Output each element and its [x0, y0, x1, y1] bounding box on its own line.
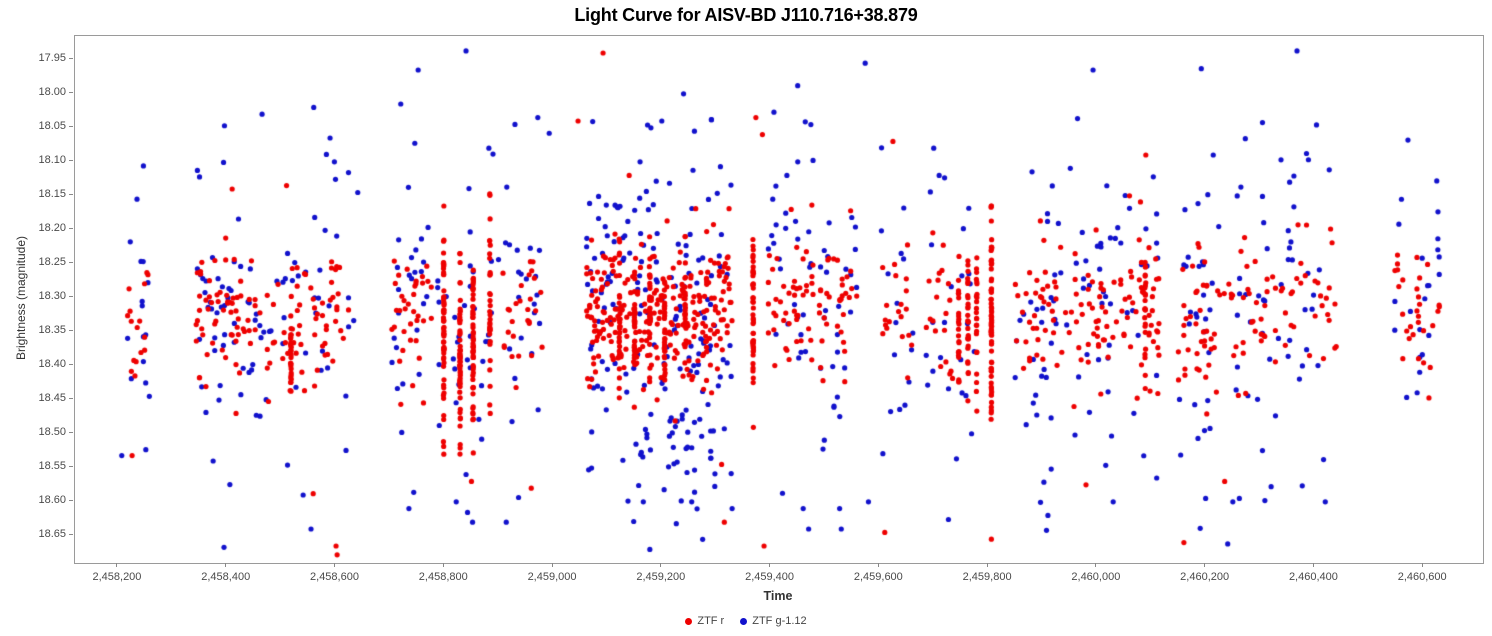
y-tick-label: 18.35 [38, 324, 66, 337]
x-tick-mark [1421, 563, 1423, 567]
y-tick-mark [69, 466, 73, 468]
x-tick-mark [1204, 563, 1206, 567]
y-tick-label: 18.30 [38, 290, 66, 303]
y-tick-label: 18.10 [38, 154, 66, 167]
x-tick-label: 2,459,800 [962, 571, 1012, 583]
y-tick-mark [69, 432, 73, 434]
x-tick-label: 2,459,200 [636, 571, 686, 583]
legend-item-ztf-r[interactable]: ZTF r [685, 615, 724, 627]
y-tick-label: 18.25 [38, 256, 66, 269]
y-tick-label: 18.40 [38, 358, 66, 371]
y-tick-mark [69, 58, 73, 60]
x-tick-label: 2,458,400 [201, 571, 251, 583]
y-tick-mark [69, 364, 73, 366]
y-tick-label: 18.55 [38, 460, 66, 473]
scatter-canvas[interactable] [75, 36, 1483, 563]
x-tick-mark [442, 563, 444, 567]
y-tick-mark [69, 500, 73, 502]
y-tick-mark [69, 228, 73, 230]
x-tick-label: 2,458,200 [92, 571, 142, 583]
x-tick-label: 2,459,000 [527, 571, 577, 583]
legend-item-ztf-g[interactable]: ZTF g-1.12 [740, 615, 807, 627]
x-tick-mark [1312, 563, 1314, 567]
x-tick-mark [1095, 563, 1097, 567]
x-tick-label: 2,458,800 [418, 571, 468, 583]
x-tick-mark [225, 563, 227, 567]
y-tick-mark [69, 398, 73, 400]
x-tick-label: 2,460,400 [1288, 571, 1338, 583]
y-tick-mark [69, 330, 73, 332]
y-tick-label: 18.60 [38, 494, 66, 507]
x-tick-mark [116, 563, 118, 567]
y-tick-mark [69, 126, 73, 128]
y-tick-label: 18.00 [38, 86, 66, 99]
y-tick-label: 18.20 [38, 222, 66, 235]
x-tick-mark [986, 563, 988, 567]
ztf-r-marker-icon [685, 617, 693, 625]
x-tick-label: 2,460,000 [1071, 571, 1121, 583]
y-tick-mark [69, 296, 73, 298]
y-tick-label: 18.15 [38, 188, 66, 201]
chart-title: Light Curve for AISV-BD J110.716+38.879 [574, 5, 918, 25]
ztf-g-marker-icon [740, 617, 748, 625]
y-tick-label: 18.50 [38, 426, 66, 439]
y-tick-mark [69, 194, 73, 196]
y-tick-mark [69, 92, 73, 94]
x-axis-title: Time [763, 589, 793, 603]
x-tick-mark [551, 563, 553, 567]
legend-label-ztf-r: ZTF r [697, 615, 725, 627]
x-tick-label: 2,459,600 [853, 571, 903, 583]
x-tick-label: 2,459,400 [745, 571, 795, 583]
y-tick-label: 18.05 [38, 120, 66, 133]
y-tick-mark [69, 262, 73, 264]
y-tick-mark [69, 160, 73, 162]
x-tick-label: 2,460,600 [1397, 571, 1447, 583]
y-tick-label: 17.95 [38, 52, 66, 65]
x-tick-mark [769, 563, 771, 567]
y-tick-label: 18.65 [38, 528, 66, 541]
x-tick-mark [333, 563, 335, 567]
y-tick-label: 18.45 [38, 392, 66, 405]
x-tick-mark [660, 563, 662, 567]
x-tick-mark [877, 563, 879, 567]
legend-label-ztf-g: ZTF g-1.12 [752, 615, 807, 627]
x-tick-label: 2,458,600 [310, 571, 359, 583]
y-tick-mark [69, 534, 73, 536]
plot-area[interactable] [74, 35, 1484, 564]
legend: ZTF r ZTF g-1.12 [0, 615, 1492, 627]
x-tick-label: 2,460,200 [1180, 571, 1230, 583]
